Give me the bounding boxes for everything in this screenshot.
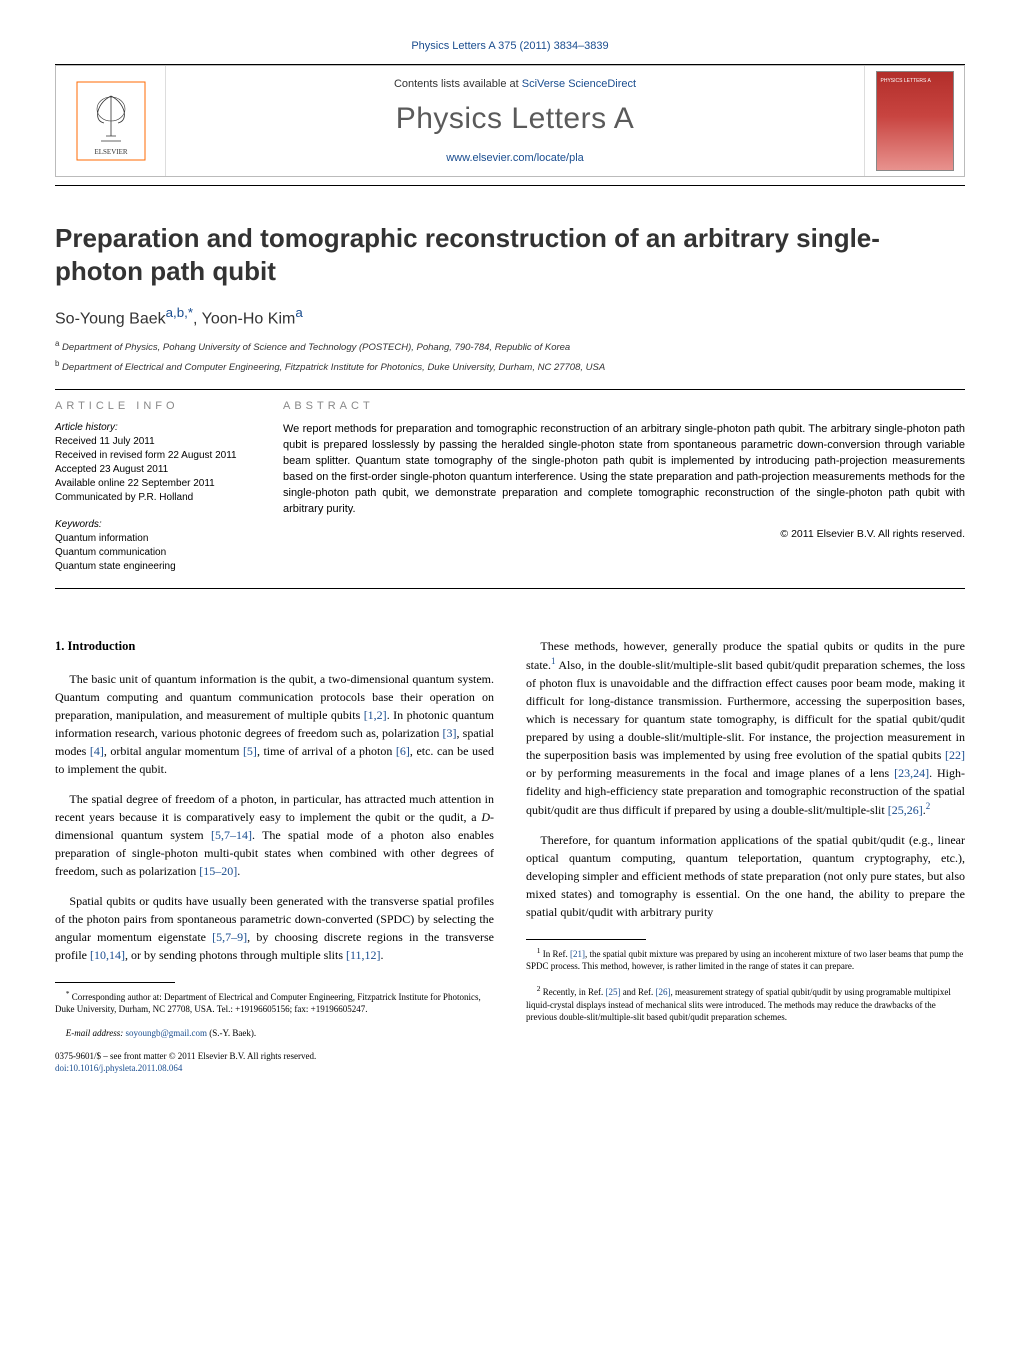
article-info-column: article info Article history: Received 1… [55,400,255,574]
article-info-label: article info [55,400,255,412]
history-line: Received 11 July 2011 [55,435,255,449]
citation-link[interactable]: [23,24] [894,766,929,780]
footnote-rule [55,982,175,983]
doi-link[interactable]: doi:10.1016/j.physleta.2011.08.064 [55,1063,182,1073]
footnote-2: 2 Recently, in Ref. [25] and Ref. [26], … [526,984,965,1022]
right-column: These methods, however, generally produc… [526,637,965,1075]
corresponding-star[interactable]: * [188,305,193,320]
contents-line: Contents lists available at SciVerse Sci… [174,78,856,90]
citation-link[interactable]: [11,12] [346,948,381,962]
body-paragraph: These methods, however, generally produc… [526,637,965,819]
affiliation-a: a Department of Physics, Pohang Universi… [55,338,965,355]
body-paragraph: Therefore, for quantum information appli… [526,831,965,921]
article-title: Preparation and tomographic reconstructi… [55,222,965,287]
citation-link[interactable]: [25] [605,987,620,997]
journal-url-link[interactable]: www.elsevier.com/locate/pla [446,152,584,164]
cover-label: PHYSICS LETTERS A [881,78,949,84]
divider [55,588,965,589]
copyright-line: © 2011 Elsevier B.V. All rights reserved… [283,528,965,540]
author-name: Yoon-Ho Kim [202,310,296,327]
history-heading: Article history: [55,422,255,433]
keywords-heading: Keywords: [55,519,255,530]
affiliation-text: Department of Electrical and Computer En… [62,362,605,373]
email-footnote: E-mail address: soyoungb@gmail.com (S.-Y… [55,1027,494,1039]
email-link[interactable]: soyoungb@gmail.com [125,1028,207,1038]
citation-link[interactable]: [4] [90,744,104,758]
body-paragraph: The spatial degree of freedom of a photo… [55,790,494,880]
header-center: Contents lists available at SciVerse Sci… [166,70,864,172]
citation-link[interactable]: [21] [570,949,585,959]
body-columns: 1. Introduction The basic unit of quantu… [55,637,965,1075]
citation-link[interactable]: [5,7–14] [211,828,252,842]
elsevier-logo-cell: ELSEVIER [56,66,166,176]
citation-link[interactable]: [6] [396,744,410,758]
keyword: Quantum communication [55,546,255,560]
citation-link[interactable]: [15–20] [199,864,237,878]
bottom-metadata: 0375-9601/$ – see front matter © 2011 El… [55,1051,494,1074]
cover-thumbnail: PHYSICS LETTERS A [876,71,954,171]
journal-ref-link[interactable]: Physics Letters A 375 (2011) 3834–3839 [411,40,608,52]
footnote-link[interactable]: 2 [926,801,931,811]
author-affil-link[interactable]: a [295,305,302,320]
divider [55,185,965,186]
contents-prefix: Contents lists available at [394,78,522,90]
abstract-text: We report methods for preparation and to… [283,422,965,518]
citation-link[interactable]: [22] [945,748,965,762]
corresponding-footnote: * Corresponding author at: Department of… [55,989,494,1015]
elsevier-tree-icon: ELSEVIER [76,81,146,161]
journal-url: www.elsevier.com/locate/pla [174,152,856,164]
article-info-row: article info Article history: Received 1… [55,400,965,574]
abstract-column: abstract We report methods for preparati… [283,400,965,574]
author-list: So-Young Baeka,b,*, Yoon-Ho Kima [55,305,965,328]
body-paragraph: Spatial qubits or qudits have usually be… [55,892,494,964]
journal-header: ELSEVIER Contents lists available at Sci… [55,65,965,177]
section-heading: 1. Introduction [55,637,494,656]
citation-link[interactable]: [5] [243,744,257,758]
history-line: Received in revised form 22 August 2011 [55,449,255,463]
sciencedirect-link[interactable]: SciVerse ScienceDirect [522,78,636,90]
citation-link[interactable]: [1,2] [364,708,387,722]
cover-thumbnail-cell: PHYSICS LETTERS A [864,66,964,176]
history-line: Accepted 23 August 2011 [55,463,255,477]
footnote-1: 1 In Ref. [21], the spatial qubit mixtur… [526,946,965,972]
author-name: So-Young Baek [55,310,166,327]
citation-link[interactable]: [10,14] [90,948,125,962]
citation-link[interactable]: [3] [443,726,457,740]
divider [55,389,965,390]
citation-link[interactable]: [25,26] [888,803,923,817]
body-paragraph: The basic unit of quantum information is… [55,670,494,778]
svg-text:ELSEVIER: ELSEVIER [94,148,127,156]
author-affil-link[interactable]: a,b, [166,305,188,320]
citation-link[interactable]: [5,7–9] [212,930,247,944]
history-line: Available online 22 September 2011 [55,477,255,491]
citation-link[interactable]: [26] [655,987,670,997]
issn-line: 0375-9601/$ – see front matter © 2011 El… [55,1051,494,1063]
history-line: Communicated by P.R. Holland [55,491,255,505]
keyword: Quantum information [55,532,255,546]
footnote-rule [526,939,646,940]
left-column: 1. Introduction The basic unit of quantu… [55,637,494,1075]
journal-name: Physics Letters A [174,102,856,136]
journal-reference: Physics Letters A 375 (2011) 3834–3839 [55,40,965,52]
affiliation-b: b Department of Electrical and Computer … [55,358,965,375]
keyword: Quantum state engineering [55,560,255,574]
affiliation-text: Department of Physics, Pohang University… [62,342,570,353]
abstract-label: abstract [283,400,965,412]
